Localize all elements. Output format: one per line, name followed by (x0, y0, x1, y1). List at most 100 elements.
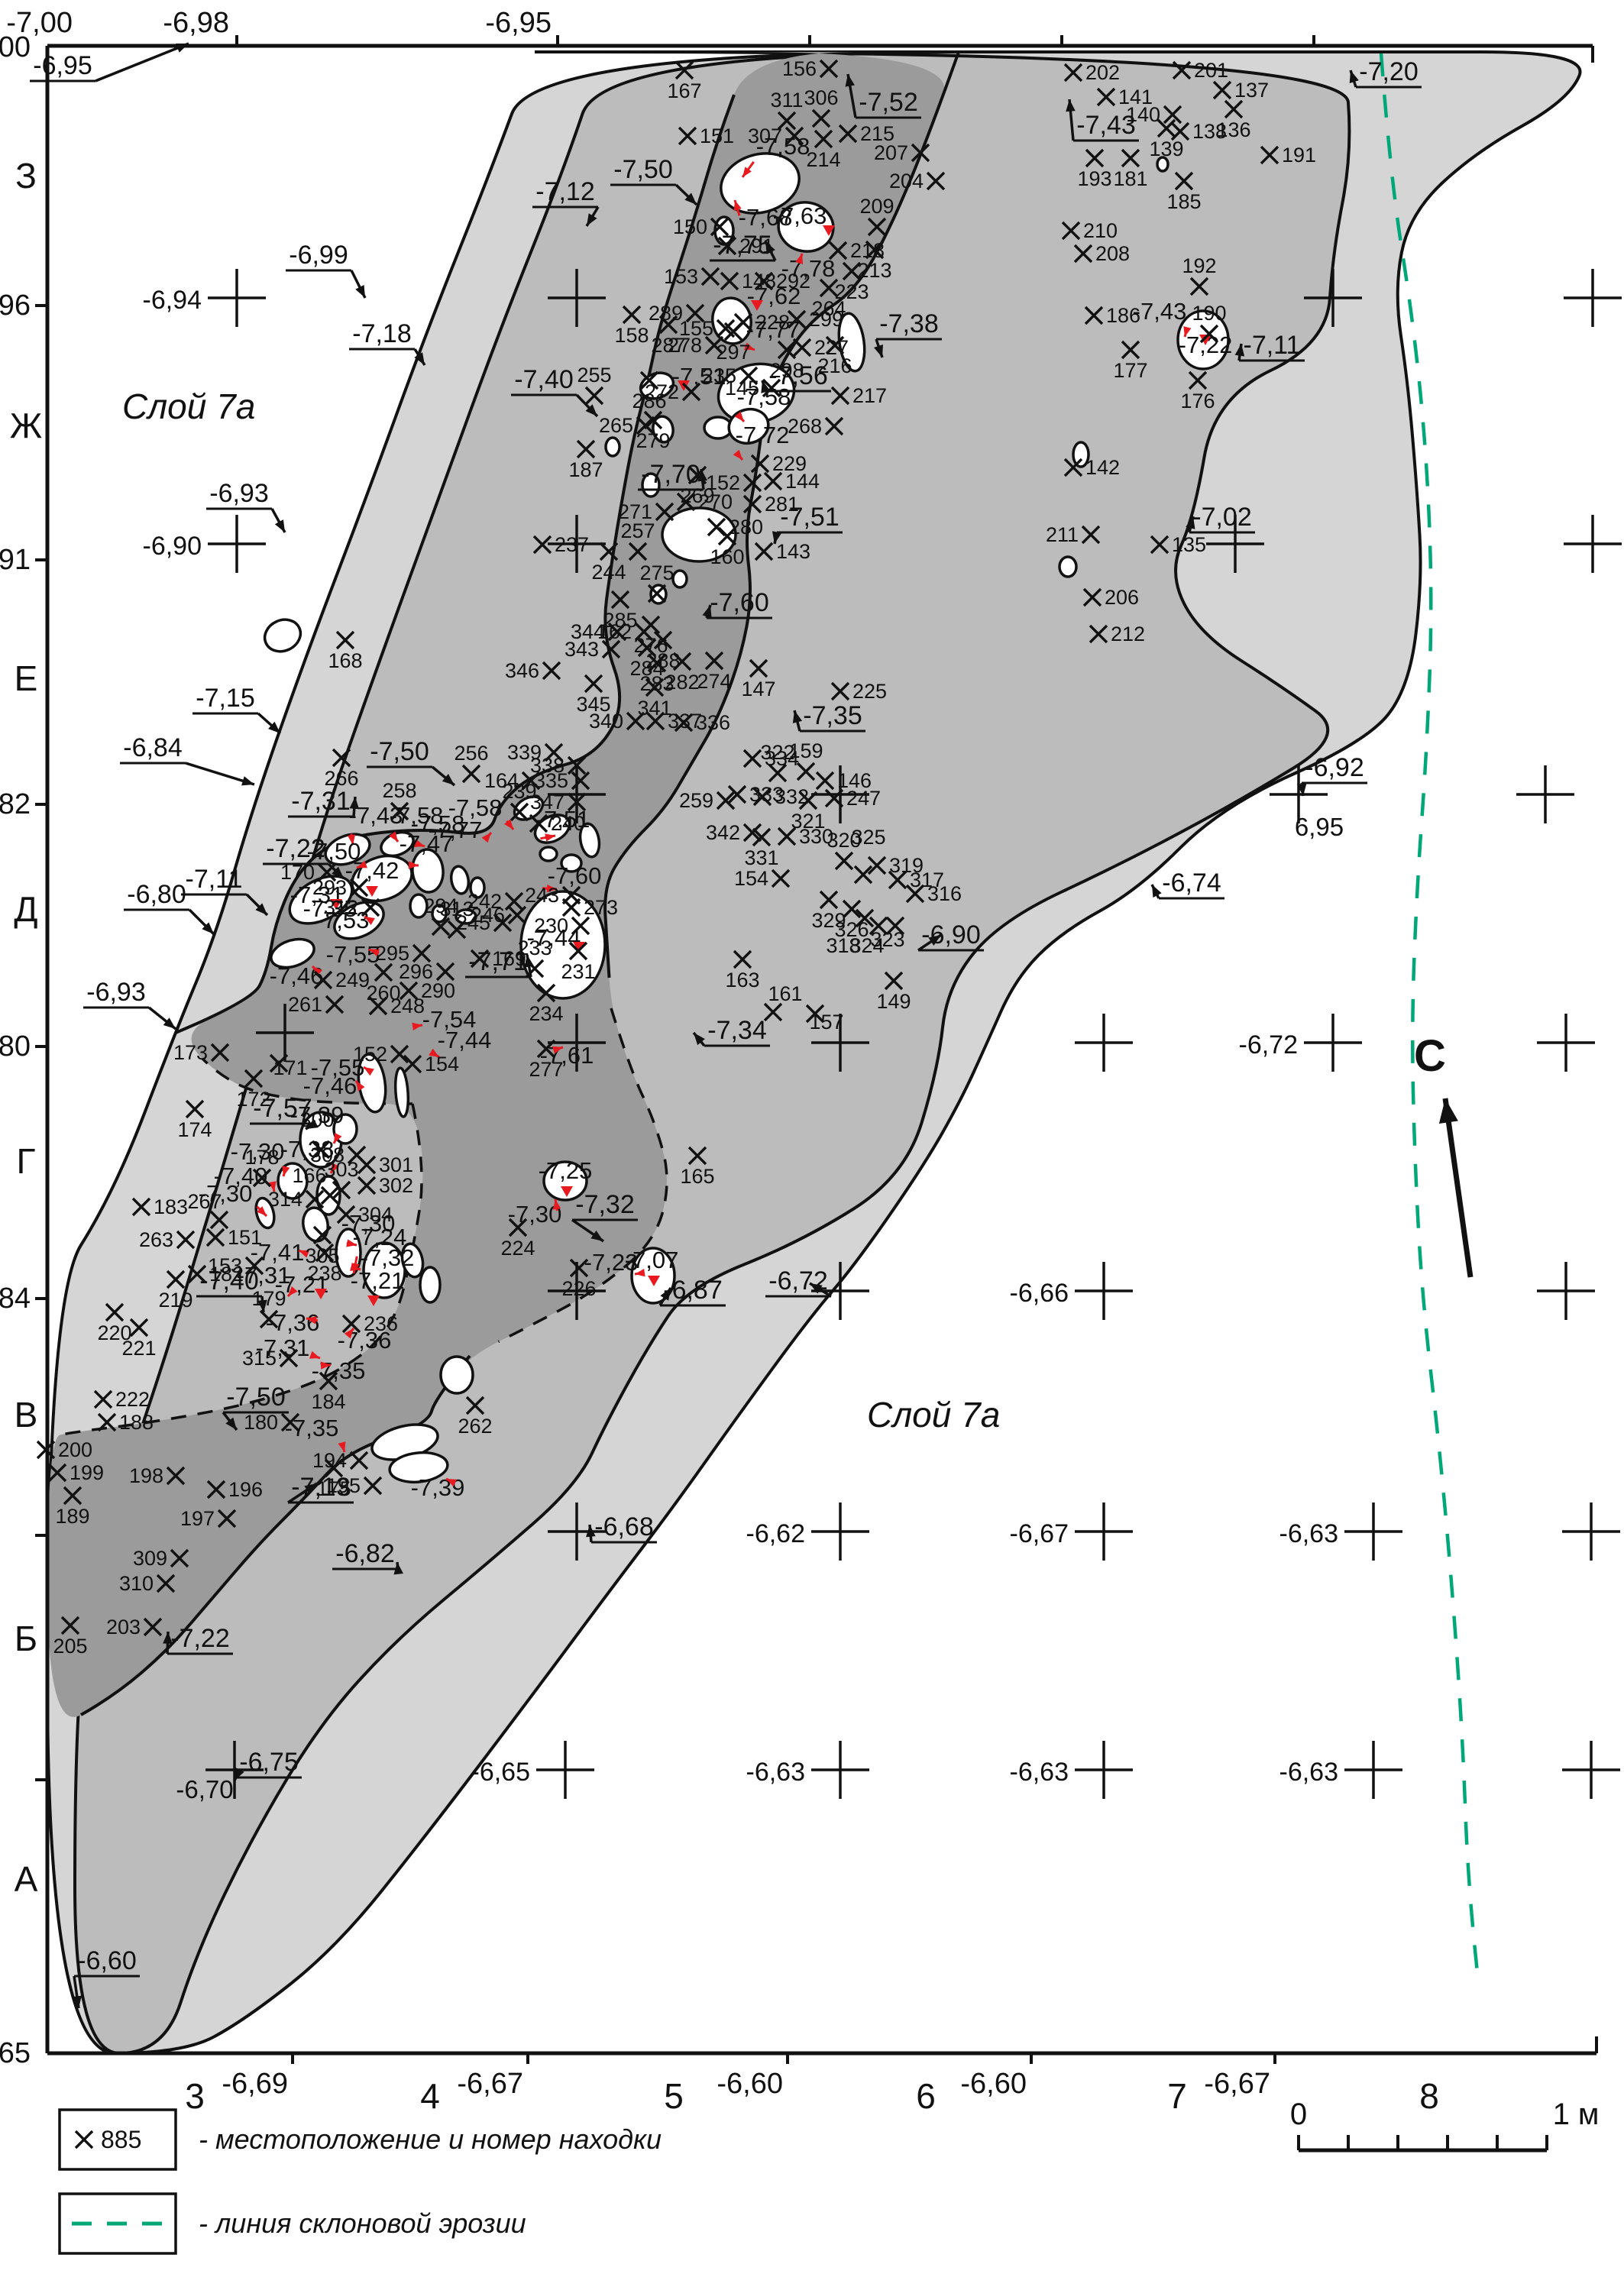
find-marker: 167 (667, 60, 702, 102)
cross-mark (1564, 269, 1622, 327)
elevation-annotation-text: -7,56 (768, 361, 828, 390)
find-number-label: 154 (734, 867, 768, 890)
cross-mark (256, 1004, 314, 1062)
find-number-label: 167 (667, 79, 701, 102)
find-marker: 245 (456, 911, 513, 934)
elevation-annotation: -7,31 (288, 787, 360, 818)
find-x-icon (571, 771, 590, 791)
find-marker: 274 (697, 651, 732, 693)
red-elevation-annotation: -7,30 (508, 1198, 561, 1228)
elevation-annotation-text: -7,50 (226, 1383, 286, 1412)
red-elevation-annotation: -7,53 (315, 907, 375, 933)
find-number-label: 312 (324, 896, 358, 919)
find-marker: 158 (614, 305, 649, 347)
find-number-label: 302 (379, 1174, 413, 1197)
red-elevation-text: -7,58 (411, 810, 465, 837)
find-x-icon (176, 1230, 196, 1250)
find-marker: 170 (280, 861, 337, 884)
red-elevation-text: -7,07 (625, 1247, 679, 1273)
find-number-label: 171 (273, 1056, 307, 1079)
elevation-annotation-text: -7,60 (710, 588, 769, 617)
find-marker: 249 (313, 969, 370, 991)
arrowhead (344, 1328, 354, 1339)
legend-find-x-icon (74, 2130, 94, 2149)
find-number-label: 320 (827, 829, 861, 852)
find-x-icon (672, 652, 692, 671)
find-number-label: 275 (639, 561, 674, 584)
row-letter-label: В (15, 1395, 38, 1435)
elevation-annotation-text: -6,92 (1305, 753, 1364, 782)
elevation-annotation-text: -7,38 (879, 309, 939, 338)
cross-mark (548, 269, 606, 327)
find-number-label: 291 (739, 235, 774, 257)
find-x-icon (571, 916, 590, 936)
find-marker: 325 (851, 826, 886, 885)
find-x-icon (830, 386, 850, 406)
north-arrow: С (1414, 1031, 1474, 1278)
find-marker: 150 (673, 215, 730, 238)
find-marker: 289 (649, 302, 705, 325)
stone-outline (388, 1451, 449, 1484)
stone-outline (837, 312, 866, 373)
find-x-icon (510, 802, 529, 822)
find-x-icon (622, 305, 642, 325)
find-number-label: 140 (1126, 103, 1160, 126)
find-number-label: 153 (664, 265, 698, 288)
find-marker: 229 (750, 452, 807, 475)
find-marker: 226 (561, 1258, 597, 1300)
stone-outline (1156, 156, 1169, 173)
find-marker: 151 (205, 1226, 262, 1249)
find-number-label: 258 (382, 779, 416, 802)
find-x-icon (129, 1318, 149, 1338)
layer-name-label: Слой 7а (867, 1395, 1000, 1435)
bottom-axis-value: -6,60 (960, 2068, 1027, 2100)
find-x-icon (645, 678, 665, 697)
arrowhead (442, 774, 455, 785)
find-number-label: 204 (889, 170, 924, 192)
find-x-icon (60, 1616, 80, 1635)
elevation-annotation-text: -7,40 (514, 365, 574, 394)
find-number-label: 236 (364, 1312, 398, 1335)
red-elevation-annotation: -7,44 (527, 924, 585, 953)
find-x-icon (610, 590, 630, 610)
row-letter-label: З (15, 156, 37, 196)
find-x-icon (368, 996, 388, 1016)
elevation-annotation: -6,74 (1150, 869, 1224, 900)
find-x-icon (542, 661, 561, 681)
dashed-boundary-line (497, 1008, 668, 1344)
find-marker: 178 (244, 1146, 280, 1188)
find-x-icon (332, 1180, 351, 1200)
legend-item-text: - местоположение и номер находки (199, 2124, 662, 2155)
find-x-icon (752, 827, 772, 847)
find-number-label: 144 (785, 470, 820, 493)
corner-value-top-left: -7,00 (6, 7, 73, 39)
find-number-label: 138 (1192, 120, 1227, 143)
find-number-label: 198 (129, 1464, 163, 1487)
red-elevation-text: -7,30 (199, 1180, 253, 1207)
elevation-annotation: -6,92 (1296, 753, 1367, 797)
find-x-icon (461, 764, 481, 784)
elevation-annotation-text: -6,93 (86, 978, 146, 1007)
column-number-label: 6 (916, 2076, 936, 2116)
find-number-label: 256 (454, 742, 488, 765)
red-elevation-annotation: -7,46 (270, 962, 324, 989)
red-elevation-annotation: -7,77 (429, 817, 493, 843)
dashed-boundary-line (60, 1103, 423, 1437)
cross-mark (811, 1014, 869, 1072)
red-elevation-text: -7,47 (400, 830, 454, 857)
elevation-annotation-text: -7,31 (291, 787, 351, 816)
find-number-label: 223 (834, 280, 869, 303)
find-marker: 204 (889, 170, 946, 192)
find-number-label: 321 (791, 810, 825, 833)
find-x-icon (675, 60, 694, 80)
find-number-label: 209 (859, 195, 894, 218)
find-marker: 309 (133, 1547, 189, 1570)
find-number-label: 317 (910, 869, 944, 891)
stone-outline (411, 848, 445, 894)
find-x-icon (750, 454, 770, 474)
red-elevation-text: -7,35 (303, 895, 357, 922)
find-number-label: 170 (280, 861, 315, 884)
find-x-icon (599, 542, 619, 561)
find-number-label: 231 (561, 960, 595, 983)
find-marker: 194 (312, 1449, 369, 1472)
